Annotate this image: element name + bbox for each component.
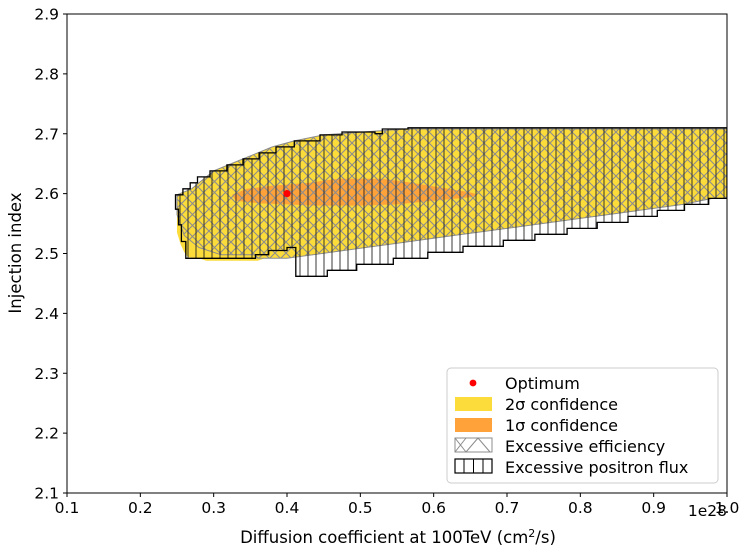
confidence-regions bbox=[174, 127, 727, 277]
y-tick-label: 2.4 bbox=[34, 305, 59, 323]
x-axis-ticks: 0.1 0.2 0.3 0.4 0.5 0.6 0.7 0.8 0.9 1.0 bbox=[55, 493, 740, 517]
y-axis-label: Injection index bbox=[6, 192, 25, 313]
y-tick-label: 2.9 bbox=[34, 6, 59, 24]
x-tick-label: 0.6 bbox=[421, 499, 446, 517]
x-axis-label: Diffusion coefficient at 100TeV (cm2/s) bbox=[240, 527, 556, 547]
legend-optimum-marker bbox=[469, 379, 477, 387]
x-offset-label: 1e28 bbox=[688, 502, 727, 520]
legend-box bbox=[446, 367, 719, 484]
legend-1sigma-swatch bbox=[455, 418, 492, 432]
region-excessive-positron-flux bbox=[174, 127, 727, 277]
legend-positron-label: Excessive positron flux bbox=[505, 458, 688, 477]
y-tick-label: 2.7 bbox=[34, 125, 59, 143]
y-tick-label: 2.5 bbox=[34, 245, 59, 263]
x-tick-label: 0.1 bbox=[55, 499, 80, 517]
x-label-main: Diffusion coefficient at 100TeV (cm bbox=[240, 528, 528, 547]
y-tick-label: 2.8 bbox=[34, 65, 59, 83]
x-tick-label: 0.5 bbox=[348, 499, 373, 517]
x-tick-label: 0.7 bbox=[495, 499, 520, 517]
y-axis-ticks: 2.1 2.2 2.3 2.4 2.5 2.6 2.7 2.8 2.9 bbox=[34, 6, 67, 503]
legend-2sigma-swatch bbox=[455, 397, 492, 411]
y-tick-label: 2.6 bbox=[34, 185, 59, 203]
x-tick-label: 1.0 bbox=[715, 499, 740, 517]
legend: Optimum 2σ confidence 1σ confidence Exce… bbox=[446, 367, 719, 484]
legend-2sigma-label: 2σ confidence bbox=[505, 395, 618, 414]
legend-positron-swatch bbox=[454, 458, 493, 474]
x-tick-label: 0.3 bbox=[201, 499, 226, 517]
legend-1sigma-label: 1σ confidence bbox=[505, 416, 618, 435]
legend-efficiency-label: Excessive efficiency bbox=[505, 437, 665, 456]
x-tick-label: 0.9 bbox=[641, 499, 666, 517]
x-label-superscript: 2 bbox=[528, 527, 535, 540]
x-label-unit: /s) bbox=[535, 528, 556, 547]
x-tick-label: 0.8 bbox=[568, 499, 593, 517]
y-tick-label: 2.2 bbox=[34, 425, 59, 443]
x-tick-label: 0.4 bbox=[275, 499, 300, 517]
optimum-marker bbox=[283, 190, 291, 198]
y-tick-label: 2.1 bbox=[34, 485, 59, 503]
x-tick-label: 0.2 bbox=[128, 499, 153, 517]
y-tick-label: 2.3 bbox=[34, 365, 59, 383]
legend-efficiency-swatch bbox=[454, 437, 493, 453]
legend-optimum-label: Optimum bbox=[505, 374, 580, 393]
